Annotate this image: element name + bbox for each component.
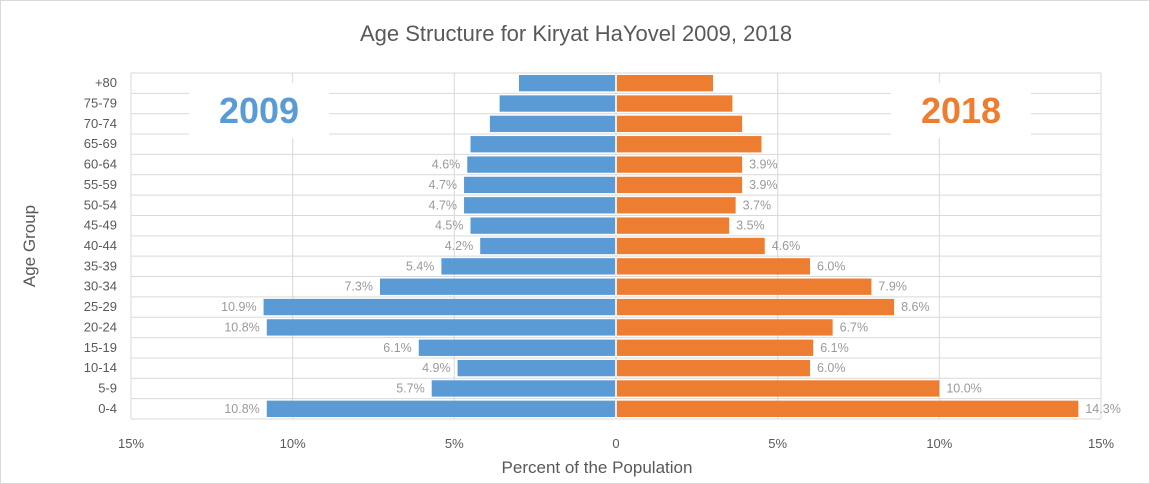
data-label-2018: 14.3% <box>1085 402 1120 416</box>
bar-2009-70-74 <box>489 115 615 133</box>
bar-2009-15-19 <box>418 339 615 356</box>
bar-2018-40-44 <box>617 237 765 255</box>
bar-2009-30-34 <box>379 278 615 295</box>
bar-2009-10-14 <box>457 359 615 377</box>
data-label-2018: 10.0% <box>946 381 981 395</box>
data-label-2018: 6.1% <box>820 341 849 355</box>
data-label-2009: 4.7% <box>429 178 458 192</box>
bar-2009-0-4 <box>266 400 615 417</box>
data-label-2018: 6.7% <box>840 320 869 334</box>
data-label-2018: 3.9% <box>749 178 778 192</box>
bar-2018-10-14 <box>617 359 810 377</box>
y-tick-label: 45-49 <box>84 218 117 233</box>
y-tick-label: 15-19 <box>84 340 117 355</box>
data-label-2018: 6.0% <box>817 361 846 375</box>
data-label-2009: 10.9% <box>221 300 256 314</box>
bar-2009-45-49 <box>470 217 615 234</box>
bar-2018-0-4 <box>617 400 1079 417</box>
data-label-2009: 10.8% <box>224 320 259 334</box>
bar-2009-55-59 <box>464 176 615 194</box>
y-tick-label: 5-9 <box>98 380 117 395</box>
y-tick-label: 35-39 <box>84 258 117 273</box>
y-tick-label: 0-4 <box>98 401 117 416</box>
data-label-2009: 5.4% <box>406 259 435 273</box>
bar-2009-60-64 <box>467 156 615 173</box>
legend-box-2009 <box>189 83 329 138</box>
x-tick-label: 15% <box>1088 436 1114 451</box>
y-tick-label: 25-29 <box>84 299 117 314</box>
bar-2018-70-74 <box>617 115 743 133</box>
bar-2009-50-54 <box>464 197 615 214</box>
legend-label-2009: 2009 <box>219 90 299 131</box>
data-label-2018: 6.0% <box>817 259 846 273</box>
data-label-2009: 4.5% <box>435 219 464 233</box>
chart-title: Age Structure for Kiryat HaYovel 2009, 2… <box>360 21 792 46</box>
x-tick-label: 15% <box>118 436 144 451</box>
data-label-2009: 4.2% <box>445 239 474 253</box>
y-tick-label: 60-64 <box>84 157 117 172</box>
x-tick-label: 5% <box>445 436 464 451</box>
y-tick-label: 50-54 <box>84 197 117 212</box>
bar-2018-35-39 <box>617 258 810 275</box>
y-tick-label: 55-59 <box>84 177 117 192</box>
bar-2018-30-34 <box>617 278 872 295</box>
y-tick-label: 20-24 <box>84 319 117 334</box>
bar-2018-60-64 <box>617 156 743 173</box>
legend-label-2018: 2018 <box>921 90 1001 131</box>
y-axis-label: Age Group <box>20 205 39 287</box>
data-label-2009: 10.8% <box>224 402 259 416</box>
data-label-2009: 6.1% <box>383 341 412 355</box>
bar-2009-+80 <box>519 75 615 92</box>
bar-2009-20-24 <box>266 319 615 336</box>
x-axis-label: Percent of the Population <box>502 458 693 477</box>
data-label-2009: 4.6% <box>432 158 461 172</box>
y-tick-label: 30-34 <box>84 279 117 294</box>
y-tick-label: 70-74 <box>84 116 117 131</box>
x-tick-label: 10% <box>280 436 306 451</box>
bar-2018-25-29 <box>617 298 895 316</box>
bar-2018-5-9 <box>617 380 940 397</box>
x-tick-label: 10% <box>926 436 952 451</box>
bar-2018-65-69 <box>617 136 762 153</box>
y-tick-label: 10-14 <box>84 360 117 375</box>
bar-2018-75-79 <box>617 95 733 112</box>
bar-2018-55-59 <box>617 176 743 194</box>
bar-2018-15-19 <box>617 339 814 356</box>
data-label-2018: 8.6% <box>901 300 930 314</box>
data-label-2018: 3.9% <box>749 158 778 172</box>
data-label-2018: 3.5% <box>736 219 765 233</box>
bar-2018-20-24 <box>617 319 833 336</box>
bar-2009-65-69 <box>470 136 615 153</box>
bar-2018-+80 <box>617 75 713 92</box>
bar-2018-50-54 <box>617 197 736 214</box>
y-tick-label: 65-69 <box>84 136 117 151</box>
bar-2018-45-49 <box>617 217 730 234</box>
y-tick-label: +80 <box>95 75 117 90</box>
bar-2009-25-29 <box>263 298 615 316</box>
data-label-2009: 4.9% <box>422 361 451 375</box>
bar-2009-40-44 <box>480 237 615 255</box>
x-tick-label: 5% <box>768 436 787 451</box>
bar-2009-35-39 <box>441 258 615 275</box>
bar-2009-75-79 <box>499 95 615 112</box>
y-tick-label: 40-44 <box>84 238 117 253</box>
legend-box-2018 <box>891 83 1031 138</box>
x-tick-label: 0 <box>612 436 619 451</box>
data-label-2009: 7.3% <box>344 280 373 294</box>
data-label-2018: 7.9% <box>878 280 907 294</box>
data-label-2018: 4.6% <box>772 239 801 253</box>
y-tick-label: 75-79 <box>84 96 117 111</box>
data-label-2018: 3.7% <box>743 198 772 212</box>
data-label-2009: 5.7% <box>396 381 425 395</box>
bar-2009-5-9 <box>431 380 615 397</box>
data-label-2009: 4.7% <box>429 198 458 212</box>
